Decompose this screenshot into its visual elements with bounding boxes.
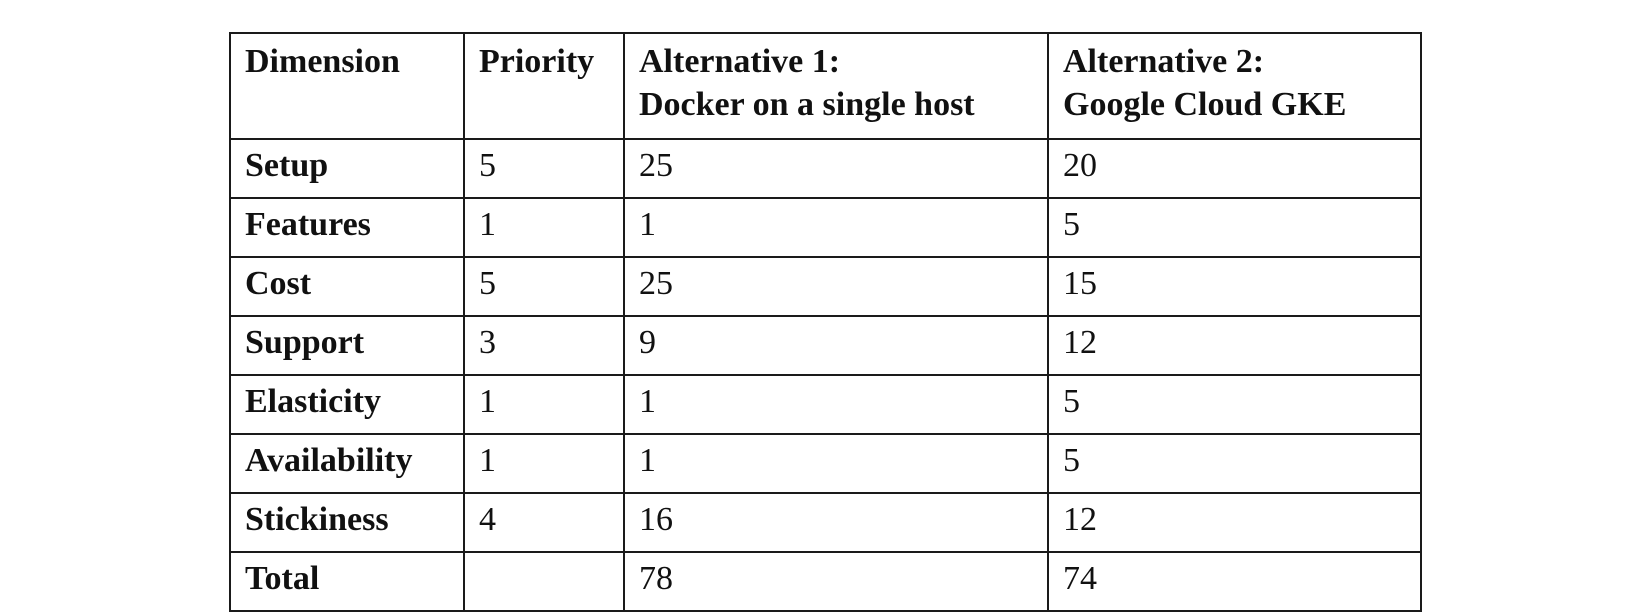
dimension-cell: Availability xyxy=(229,433,465,494)
dimension-cell: Setup xyxy=(229,138,465,199)
alternative-1-total-cell: 78 xyxy=(623,551,1049,612)
table-row: Availability 1 1 5 xyxy=(229,433,1422,494)
table-row: Stickiness 4 16 12 xyxy=(229,492,1422,553)
table-body: Setup 5 25 20 Features 1 1 5 Cost 5 25 1… xyxy=(229,138,1422,612)
alternative-2-cell: 5 xyxy=(1047,197,1422,258)
dimension-cell: Features xyxy=(229,197,465,258)
dimension-cell: Elasticity xyxy=(229,374,465,435)
alternative-1-cell: 1 xyxy=(623,197,1049,258)
dimension-cell: Support xyxy=(229,315,465,376)
alternative-1-cell: 16 xyxy=(623,492,1049,553)
header-alternative-2-line-1: Alternative 2: xyxy=(1063,43,1265,80)
priority-cell: 5 xyxy=(463,138,625,199)
table-row: Cost 5 25 15 xyxy=(229,256,1422,317)
dimension-cell: Cost xyxy=(229,256,465,317)
dimension-cell: Stickiness xyxy=(229,492,465,553)
header-alternative-1-line-2: Docker on a single host xyxy=(639,86,975,124)
table-row: Elasticity 1 1 5 xyxy=(229,374,1422,435)
alternative-1-cell: 25 xyxy=(623,256,1049,317)
table-row: Setup 5 25 20 xyxy=(229,138,1422,199)
alternative-1-cell: 1 xyxy=(623,433,1049,494)
table-row: Support 3 9 12 xyxy=(229,315,1422,376)
priority-cell: 5 xyxy=(463,256,625,317)
alternative-1-cell: 1 xyxy=(623,374,1049,435)
alternative-2-cell: 12 xyxy=(1047,492,1422,553)
header-alternative-1-line-1: Alternative 1: xyxy=(639,43,841,80)
alternative-2-cell: 15 xyxy=(1047,256,1422,317)
table-row: Features 1 1 5 xyxy=(229,197,1422,258)
total-row: Total 78 74 xyxy=(229,551,1422,612)
priority-cell: 3 xyxy=(463,315,625,376)
header-priority: Priority xyxy=(463,32,625,140)
alternative-2-cell: 5 xyxy=(1047,433,1422,494)
alternative-1-cell: 9 xyxy=(623,315,1049,376)
priority-cell: 1 xyxy=(463,433,625,494)
comparison-table: Dimension Priority Alternative 1: Docker… xyxy=(229,32,1422,612)
header-alternative-2-line-2: Google Cloud GKE xyxy=(1063,86,1347,124)
priority-cell: 1 xyxy=(463,374,625,435)
priority-cell xyxy=(463,551,625,612)
dimension-cell: Total xyxy=(229,551,465,612)
header-row: Dimension Priority Alternative 1: Docker… xyxy=(229,32,1422,140)
alternative-2-total-cell: 74 xyxy=(1047,551,1422,612)
priority-cell: 1 xyxy=(463,197,625,258)
header-alternative-1: Alternative 1: Docker on a single host xyxy=(623,32,1049,140)
alternative-2-cell: 20 xyxy=(1047,138,1422,199)
header-dimension: Dimension xyxy=(229,32,465,140)
table-header: Dimension Priority Alternative 1: Docker… xyxy=(229,32,1422,140)
priority-cell: 4 xyxy=(463,492,625,553)
header-alternative-2: Alternative 2: Google Cloud GKE xyxy=(1047,32,1422,140)
alternative-2-cell: 5 xyxy=(1047,374,1422,435)
alternative-2-cell: 12 xyxy=(1047,315,1422,376)
alternative-1-cell: 25 xyxy=(623,138,1049,199)
